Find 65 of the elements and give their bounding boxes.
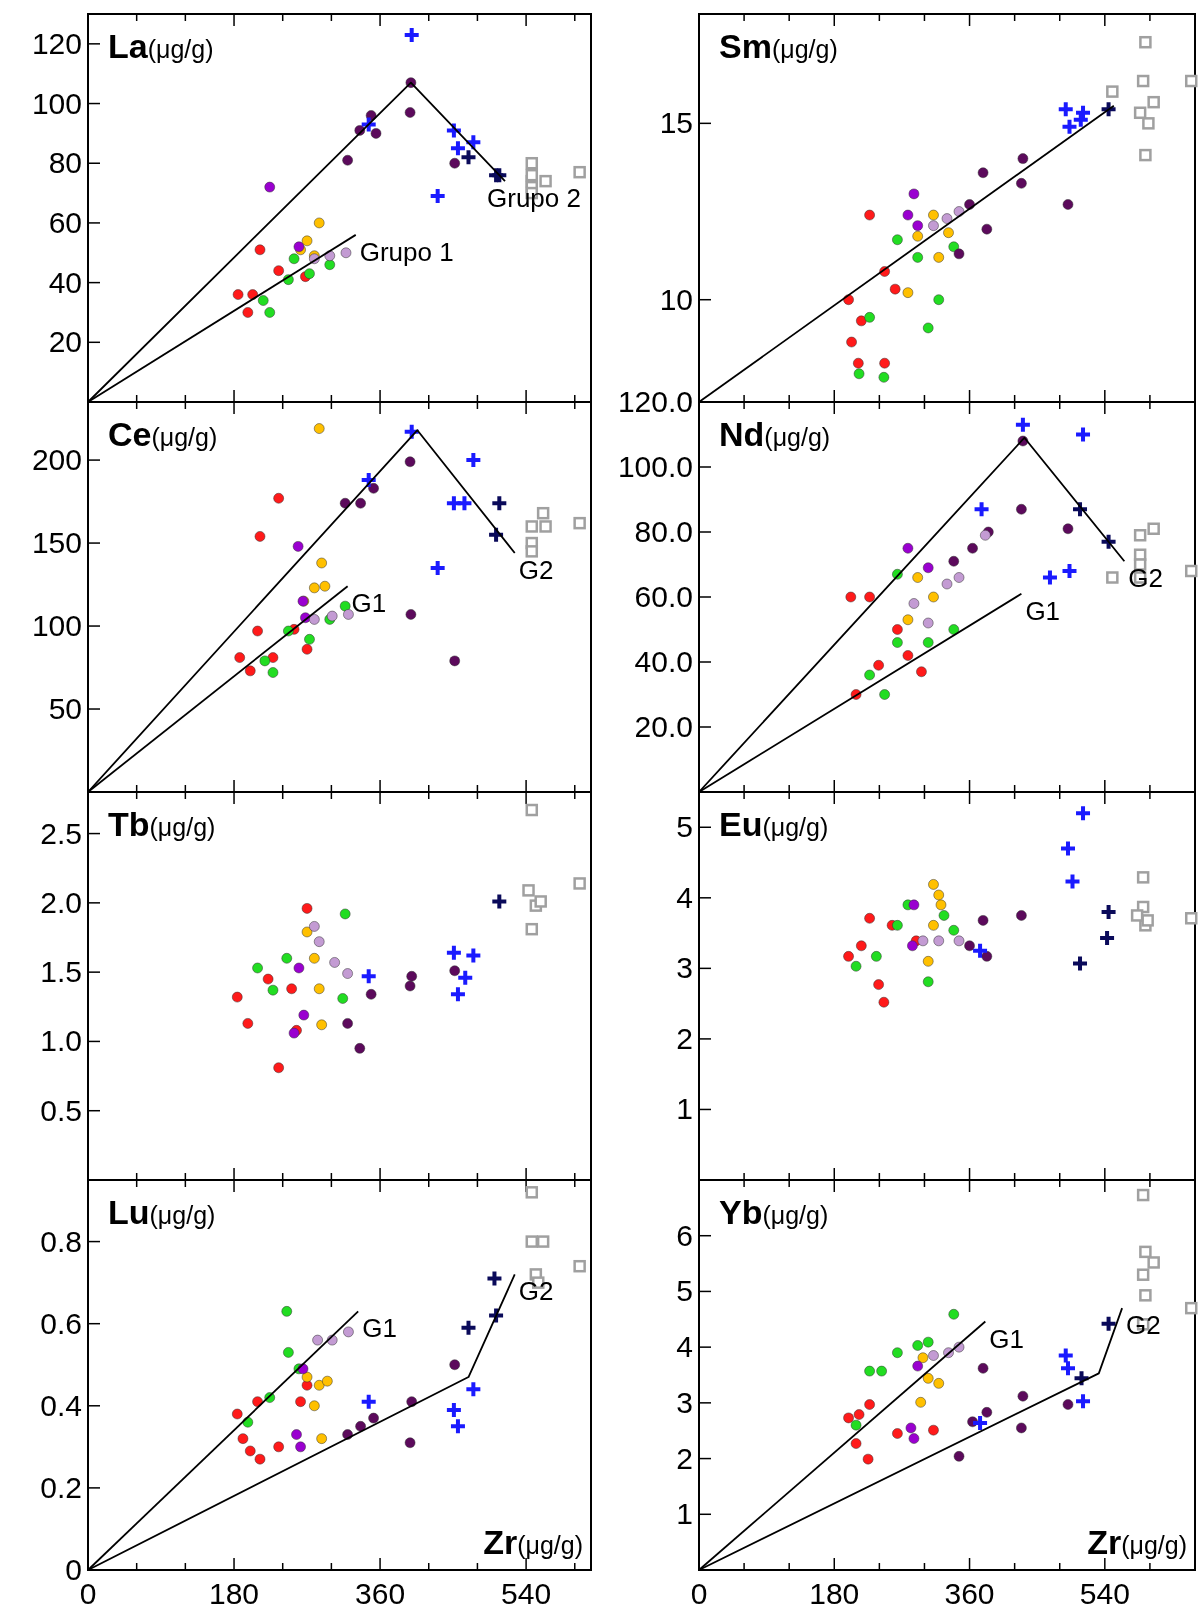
y-tick-label: 0.8 xyxy=(40,1224,82,1258)
y-tick-label: 200 xyxy=(31,443,82,477)
chart-title: Nd(μg/g) xyxy=(719,415,831,453)
series-label: G2 xyxy=(1126,1310,1161,1341)
chart-title: Yb(μg/g) xyxy=(719,1193,829,1231)
x-tick-label: 180 xyxy=(809,1577,860,1610)
y-tick-label: 40.0 xyxy=(634,645,693,678)
y-tick-label: 2.5 xyxy=(40,816,82,850)
chart-title: Ce(μg/g) xyxy=(108,415,218,453)
series-label: G1 xyxy=(351,588,387,619)
x-tick-label: 180 xyxy=(209,1577,260,1610)
series-label: G1 xyxy=(989,1323,1025,1354)
series-label: G2 xyxy=(518,1276,554,1307)
y-tick-label: 6 xyxy=(676,1218,693,1252)
series-label: Grupo 1 xyxy=(359,236,454,267)
y-tick-label: 4 xyxy=(676,1330,693,1364)
y-tick-label: 2 xyxy=(676,1441,693,1475)
chart-title: Eu(μg/g) xyxy=(719,805,829,843)
y-tick-label: 1.0 xyxy=(40,1024,82,1058)
y-tick-label: 4 xyxy=(676,880,693,914)
y-tick-label: 5 xyxy=(676,810,693,844)
y-tick-label: 3 xyxy=(676,1385,693,1419)
y-tick-label: 80.0 xyxy=(634,515,693,548)
y-tick-label: 150 xyxy=(31,526,82,560)
y-tick-label: 2 xyxy=(676,1021,693,1055)
x-tick-label: 540 xyxy=(1079,1577,1130,1610)
chart-title: La(μg/g) xyxy=(108,27,214,65)
y-tick-label: 0.5 xyxy=(40,1093,82,1127)
series-label: G1 xyxy=(1025,595,1061,626)
y-tick-label: 5 xyxy=(676,1274,693,1308)
chart-title: Sm(μg/g) xyxy=(719,27,838,65)
annotation: Zr(μg/g) xyxy=(1087,1523,1187,1561)
y-tick-label: 120.0 xyxy=(617,385,693,418)
y-tick-label: 100.0 xyxy=(617,450,693,483)
y-tick-label: 80 xyxy=(48,146,82,180)
y-tick-label: 50 xyxy=(48,692,82,726)
y-tick-label: 0.2 xyxy=(40,1470,82,1504)
y-tick-label: 1 xyxy=(676,1497,693,1531)
y-tick-label: 3 xyxy=(676,951,693,985)
y-tick-label: 0.4 xyxy=(40,1388,82,1422)
y-tick-label: 2.0 xyxy=(40,885,82,919)
y-tick-label: 15 xyxy=(659,106,693,140)
y-tick-label: 0.6 xyxy=(40,1306,82,1340)
series-label: G1 xyxy=(362,1313,397,1344)
y-tick-label: 20.0 xyxy=(634,710,693,743)
y-tick-label: 1 xyxy=(676,1092,693,1126)
y-tick-label: 1.5 xyxy=(40,955,82,989)
y-tick-label: 100 xyxy=(31,86,82,120)
x-tick-label: 360 xyxy=(944,1577,995,1610)
x-tick-label: 540 xyxy=(501,1577,552,1610)
series-label: Grupo 2 xyxy=(487,183,581,214)
y-tick-label: 60.0 xyxy=(634,580,693,613)
y-tick-label: 60 xyxy=(48,205,82,239)
x-tick-label: 360 xyxy=(355,1577,406,1610)
y-tick-label: 100 xyxy=(31,609,82,643)
y-tick-label: 20 xyxy=(48,325,82,359)
y-tick-label: 0 xyxy=(65,1553,82,1586)
series-label: G2 xyxy=(1128,563,1164,594)
y-tick-label: 40 xyxy=(48,265,82,299)
annotation: Zr(μg/g) xyxy=(483,1523,583,1561)
y-tick-label: 10 xyxy=(659,282,693,316)
chart-title: Tb(μg/g) xyxy=(108,805,216,843)
chart-title: Lu(μg/g) xyxy=(108,1193,216,1231)
series-label: G2 xyxy=(518,555,554,586)
y-tick-label: 120 xyxy=(31,26,82,60)
